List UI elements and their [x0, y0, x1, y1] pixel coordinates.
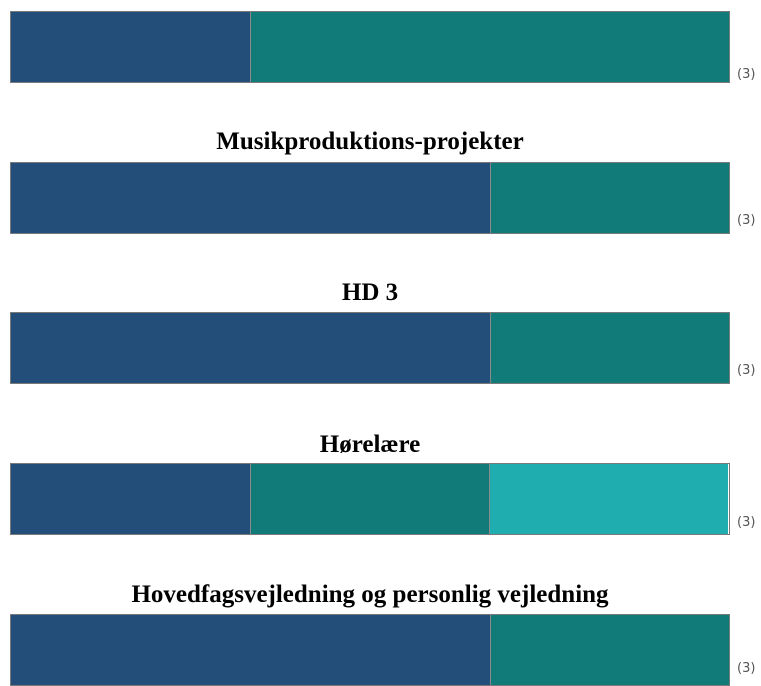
stacked-bar-4	[10, 463, 730, 535]
bar-segment-2	[490, 163, 729, 233]
stacked-bar-3	[10, 312, 730, 384]
stacked-bar-5	[10, 614, 730, 686]
response-count-5: (3)	[737, 661, 756, 676]
response-count-4: (3)	[737, 515, 756, 530]
bar-segment-1	[11, 464, 250, 534]
stacked-bar-2	[10, 162, 730, 234]
response-count-3: (3)	[737, 363, 756, 378]
bar-segment-1	[11, 313, 490, 383]
chart-title-4: Hørelære	[319, 431, 421, 458]
bar-segment-1	[11, 615, 490, 685]
bar-segment-1	[11, 163, 490, 233]
chart-title-2: Musikproduktions-projekter	[216, 128, 524, 155]
response-count-1: (3)	[737, 67, 756, 82]
stacked-bar-1	[10, 11, 730, 83]
bar-segment-2	[490, 313, 729, 383]
bar-segment-2	[490, 615, 729, 685]
bar-segment-3	[489, 464, 728, 534]
chart-title-5: Hovedfagsvejledning og personlig vejledn…	[131, 581, 609, 608]
bar-segment-1	[11, 12, 250, 82]
chart-title-3: HD 3	[341, 279, 399, 306]
response-count-2: (3)	[737, 213, 756, 228]
bar-segment-2	[250, 464, 489, 534]
bar-segment-2	[250, 12, 729, 82]
